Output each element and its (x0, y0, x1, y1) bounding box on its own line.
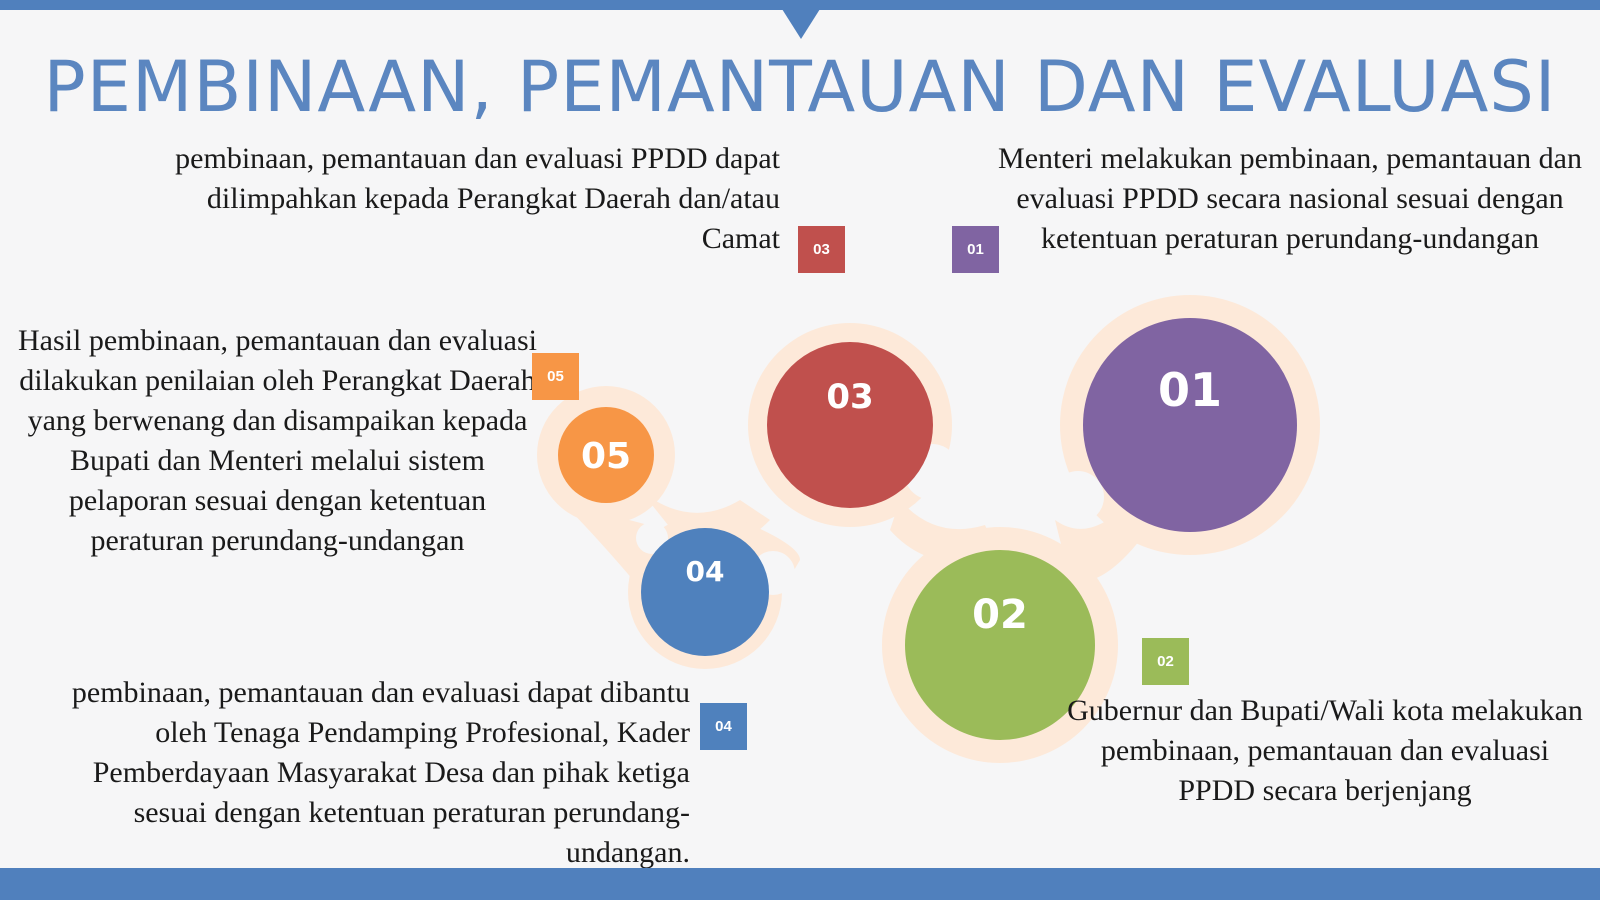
step-02-number: 02 (972, 592, 1028, 638)
step-04-text: pembinaan, pemantauan dan evaluasi dapat… (71, 676, 690, 869)
step-05-number: 05 (581, 436, 631, 477)
slide-title: PEMBINAAN, PEMANTAUAN DAN EVALUASI (43, 46, 1557, 128)
step-04-number: 04 (686, 555, 725, 588)
step-04-circle (641, 528, 769, 656)
step-01-node: 01 (1083, 318, 1297, 532)
step-03-tag: 03 (798, 226, 845, 273)
step-05-tag: 05 (532, 353, 579, 400)
step-02-tag: 02 (1142, 638, 1189, 685)
bottom-accent-bar (0, 868, 1600, 900)
step-04-node: 04 (641, 528, 769, 656)
step-03-number: 03 (826, 377, 873, 417)
step-05-text: Hasil pembinaan, pemantauan dan evaluasi… (18, 324, 537, 557)
step-05-node: 05 (558, 407, 654, 503)
step-03-node: 03 (767, 342, 933, 508)
step-01-number: 01 (1158, 363, 1222, 417)
step-02-text: Gubernur dan Bupati/Wali kota melakukan … (1067, 694, 1583, 807)
step-02-node: 02 (905, 550, 1095, 740)
top-notch-marker (782, 9, 820, 39)
step-02-circle (905, 550, 1095, 740)
step-03-circle (767, 342, 933, 508)
step-01-tag: 01 (952, 226, 999, 273)
top-accent-bar (0, 0, 1600, 10)
step-05-circle (558, 407, 654, 503)
step-04-tag: 04 (700, 703, 747, 750)
step-03-text: pembinaan, pemantauan dan evaluasi PPDD … (175, 142, 780, 255)
step-01-text: Menteri melakukan pembinaan, pemantauan … (998, 142, 1582, 255)
step-01-circle (1083, 318, 1297, 532)
